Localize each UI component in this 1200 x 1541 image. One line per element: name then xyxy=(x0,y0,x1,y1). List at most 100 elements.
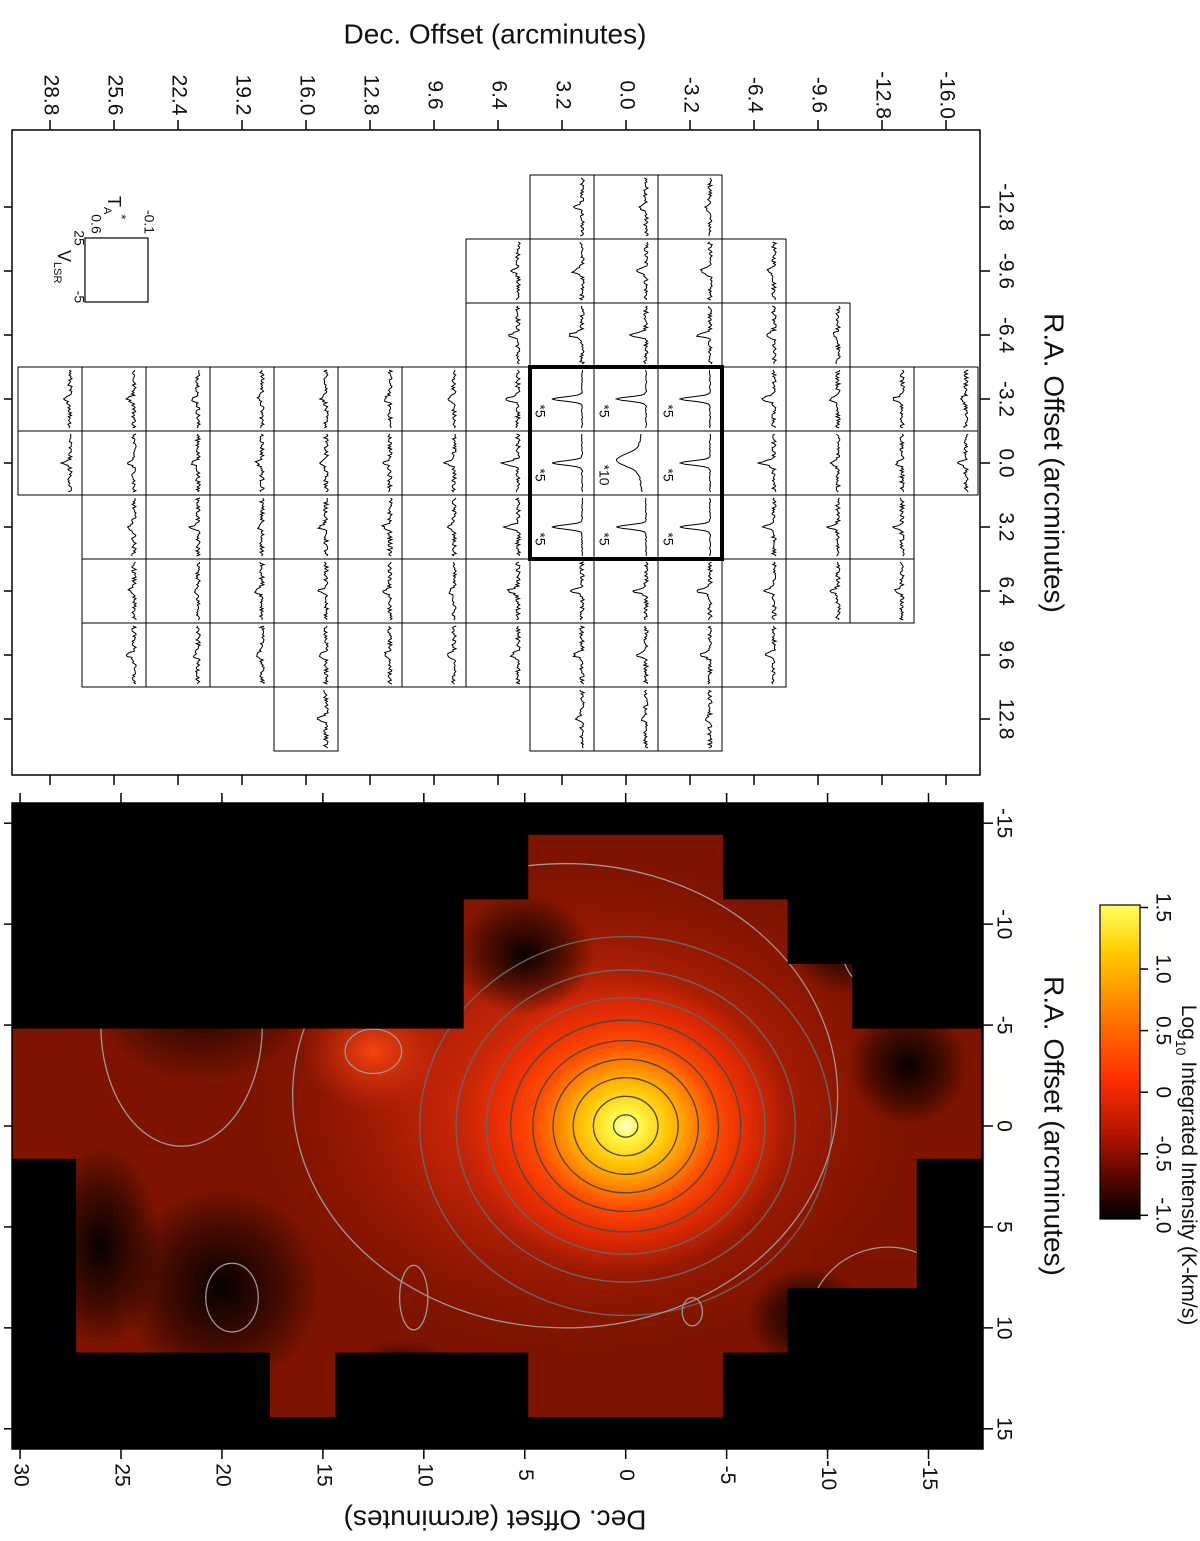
spectrum-cell xyxy=(657,622,723,688)
spectrum-cell xyxy=(913,430,979,496)
spectrum-line xyxy=(635,625,650,685)
spectrum-cell xyxy=(145,558,211,624)
spectrum-cell xyxy=(593,558,659,624)
spectrum-line xyxy=(383,625,394,685)
scale-label: *5 xyxy=(660,404,676,417)
spectrum-line xyxy=(574,689,586,749)
x-tick-label: 12.8 xyxy=(359,75,382,116)
spectrum-cell xyxy=(401,494,467,560)
contour xyxy=(532,1039,720,1213)
spectrum-line xyxy=(190,433,202,493)
key-label-part: LSR xyxy=(51,262,63,283)
spectrum-cell xyxy=(465,430,531,496)
spectrum-line xyxy=(317,561,330,621)
scale-label: *5 xyxy=(660,532,676,545)
scale-label: *5 xyxy=(532,468,548,481)
spectrum-cell xyxy=(81,366,147,432)
spectrum-line xyxy=(762,561,777,621)
spectrum-line xyxy=(628,305,650,364)
colorbar xyxy=(1099,904,1141,1220)
spectrum-cell xyxy=(465,494,531,560)
spectrum-line xyxy=(766,241,778,301)
axis-label: R.A. Offset (arcminutes) xyxy=(1039,313,1070,613)
spectrum-cell xyxy=(337,494,403,560)
colorbar-label-part: Log xyxy=(1177,1005,1200,1040)
spectrum-line xyxy=(193,561,201,621)
spectrum-cell xyxy=(145,366,211,432)
contour xyxy=(681,1296,704,1327)
x-tick-label: 10 xyxy=(413,1463,436,1486)
scale-label: *5 xyxy=(532,404,548,417)
y-tick-label: 0.0 xyxy=(994,448,1017,477)
spectrum-line xyxy=(956,433,970,493)
x-tick-label: 19.2 xyxy=(231,75,254,116)
x-tick-label: -5 xyxy=(716,1466,739,1485)
spectrum-cell xyxy=(273,366,339,432)
spectrum-line xyxy=(506,561,522,621)
x-tick-label: -9.6 xyxy=(807,77,830,113)
spectrum-line xyxy=(696,561,714,621)
spectrum-line xyxy=(616,434,643,493)
colorbar-label: Log10 Integrated Intensity (K-km/s) xyxy=(1173,1005,1200,1325)
key-velocity-min: -5 xyxy=(71,291,87,304)
spectrum-cell xyxy=(81,622,147,688)
spectrum-line xyxy=(891,497,906,557)
x-tick-label: 0 xyxy=(615,1469,638,1481)
spectrum-line xyxy=(631,561,650,621)
x-tick-label: 16.0 xyxy=(295,75,318,116)
spectrum-line xyxy=(829,433,842,493)
spectrum-line xyxy=(256,497,266,557)
spectrum-cell xyxy=(209,430,275,496)
spectrum-cell xyxy=(17,366,83,432)
spectrum-line xyxy=(638,177,650,237)
spectrum-line xyxy=(828,369,842,429)
spectrum-line xyxy=(695,305,713,365)
spectrum-line xyxy=(509,241,522,301)
spectrum-cell xyxy=(337,366,403,432)
spectrum-line xyxy=(254,433,265,493)
x-tick-label: 3.2 xyxy=(551,80,574,109)
spectrum-line xyxy=(705,689,714,749)
spectrum-cell xyxy=(81,494,147,560)
x-tick-label: -15 xyxy=(918,1460,941,1490)
key-ta-min: -0.1 xyxy=(141,210,157,234)
spectrum-cell xyxy=(785,558,851,624)
spectrum-cell xyxy=(657,558,723,624)
spectrum-cell xyxy=(145,622,211,688)
x-tick-label: 30 xyxy=(10,1463,33,1486)
x-tick-label: 6.4 xyxy=(487,80,510,110)
map-dark xyxy=(121,1186,323,1389)
spectrum-line xyxy=(568,305,586,365)
key-label: VLSR xyxy=(51,250,74,283)
spectrum-line xyxy=(380,497,394,557)
spectrum-cell xyxy=(785,366,851,432)
key-label: TA* xyxy=(101,196,129,219)
x-tick-label: 25.6 xyxy=(103,75,126,116)
contour xyxy=(419,935,833,1317)
key-label-part: V xyxy=(54,250,74,262)
spectrum-line xyxy=(894,433,906,493)
spectrum-line xyxy=(832,305,842,365)
contour xyxy=(592,1095,659,1157)
spectrum-line xyxy=(384,369,394,429)
spectrum-cell xyxy=(721,366,787,432)
chart-title: Dec. Offset (arcminutes) xyxy=(344,18,647,49)
scale-label: *5 xyxy=(596,404,612,417)
y-tick-label: -15 xyxy=(992,808,1015,838)
contour xyxy=(572,1077,679,1175)
spectrum-cell xyxy=(529,430,595,496)
spectrum-line xyxy=(447,625,458,685)
spectrum-line xyxy=(316,497,330,557)
colorbar-tick-label: 1.5 xyxy=(1151,893,1174,922)
spectrum-cell xyxy=(81,558,147,624)
contour xyxy=(612,1114,639,1138)
colorbar-label-part: 10 xyxy=(1173,1040,1189,1056)
spectrum-line xyxy=(616,497,648,557)
spectrum-line xyxy=(62,369,74,429)
colorbar-tick-label: -1.0 xyxy=(1151,1197,1174,1233)
spectrum-cell xyxy=(721,494,787,560)
colorbar-label-part: Integrated Intensity (K-km/s) xyxy=(1177,1061,1200,1325)
map-peak xyxy=(464,980,788,1272)
contour xyxy=(205,1262,259,1333)
spectrum-cell xyxy=(593,494,659,560)
